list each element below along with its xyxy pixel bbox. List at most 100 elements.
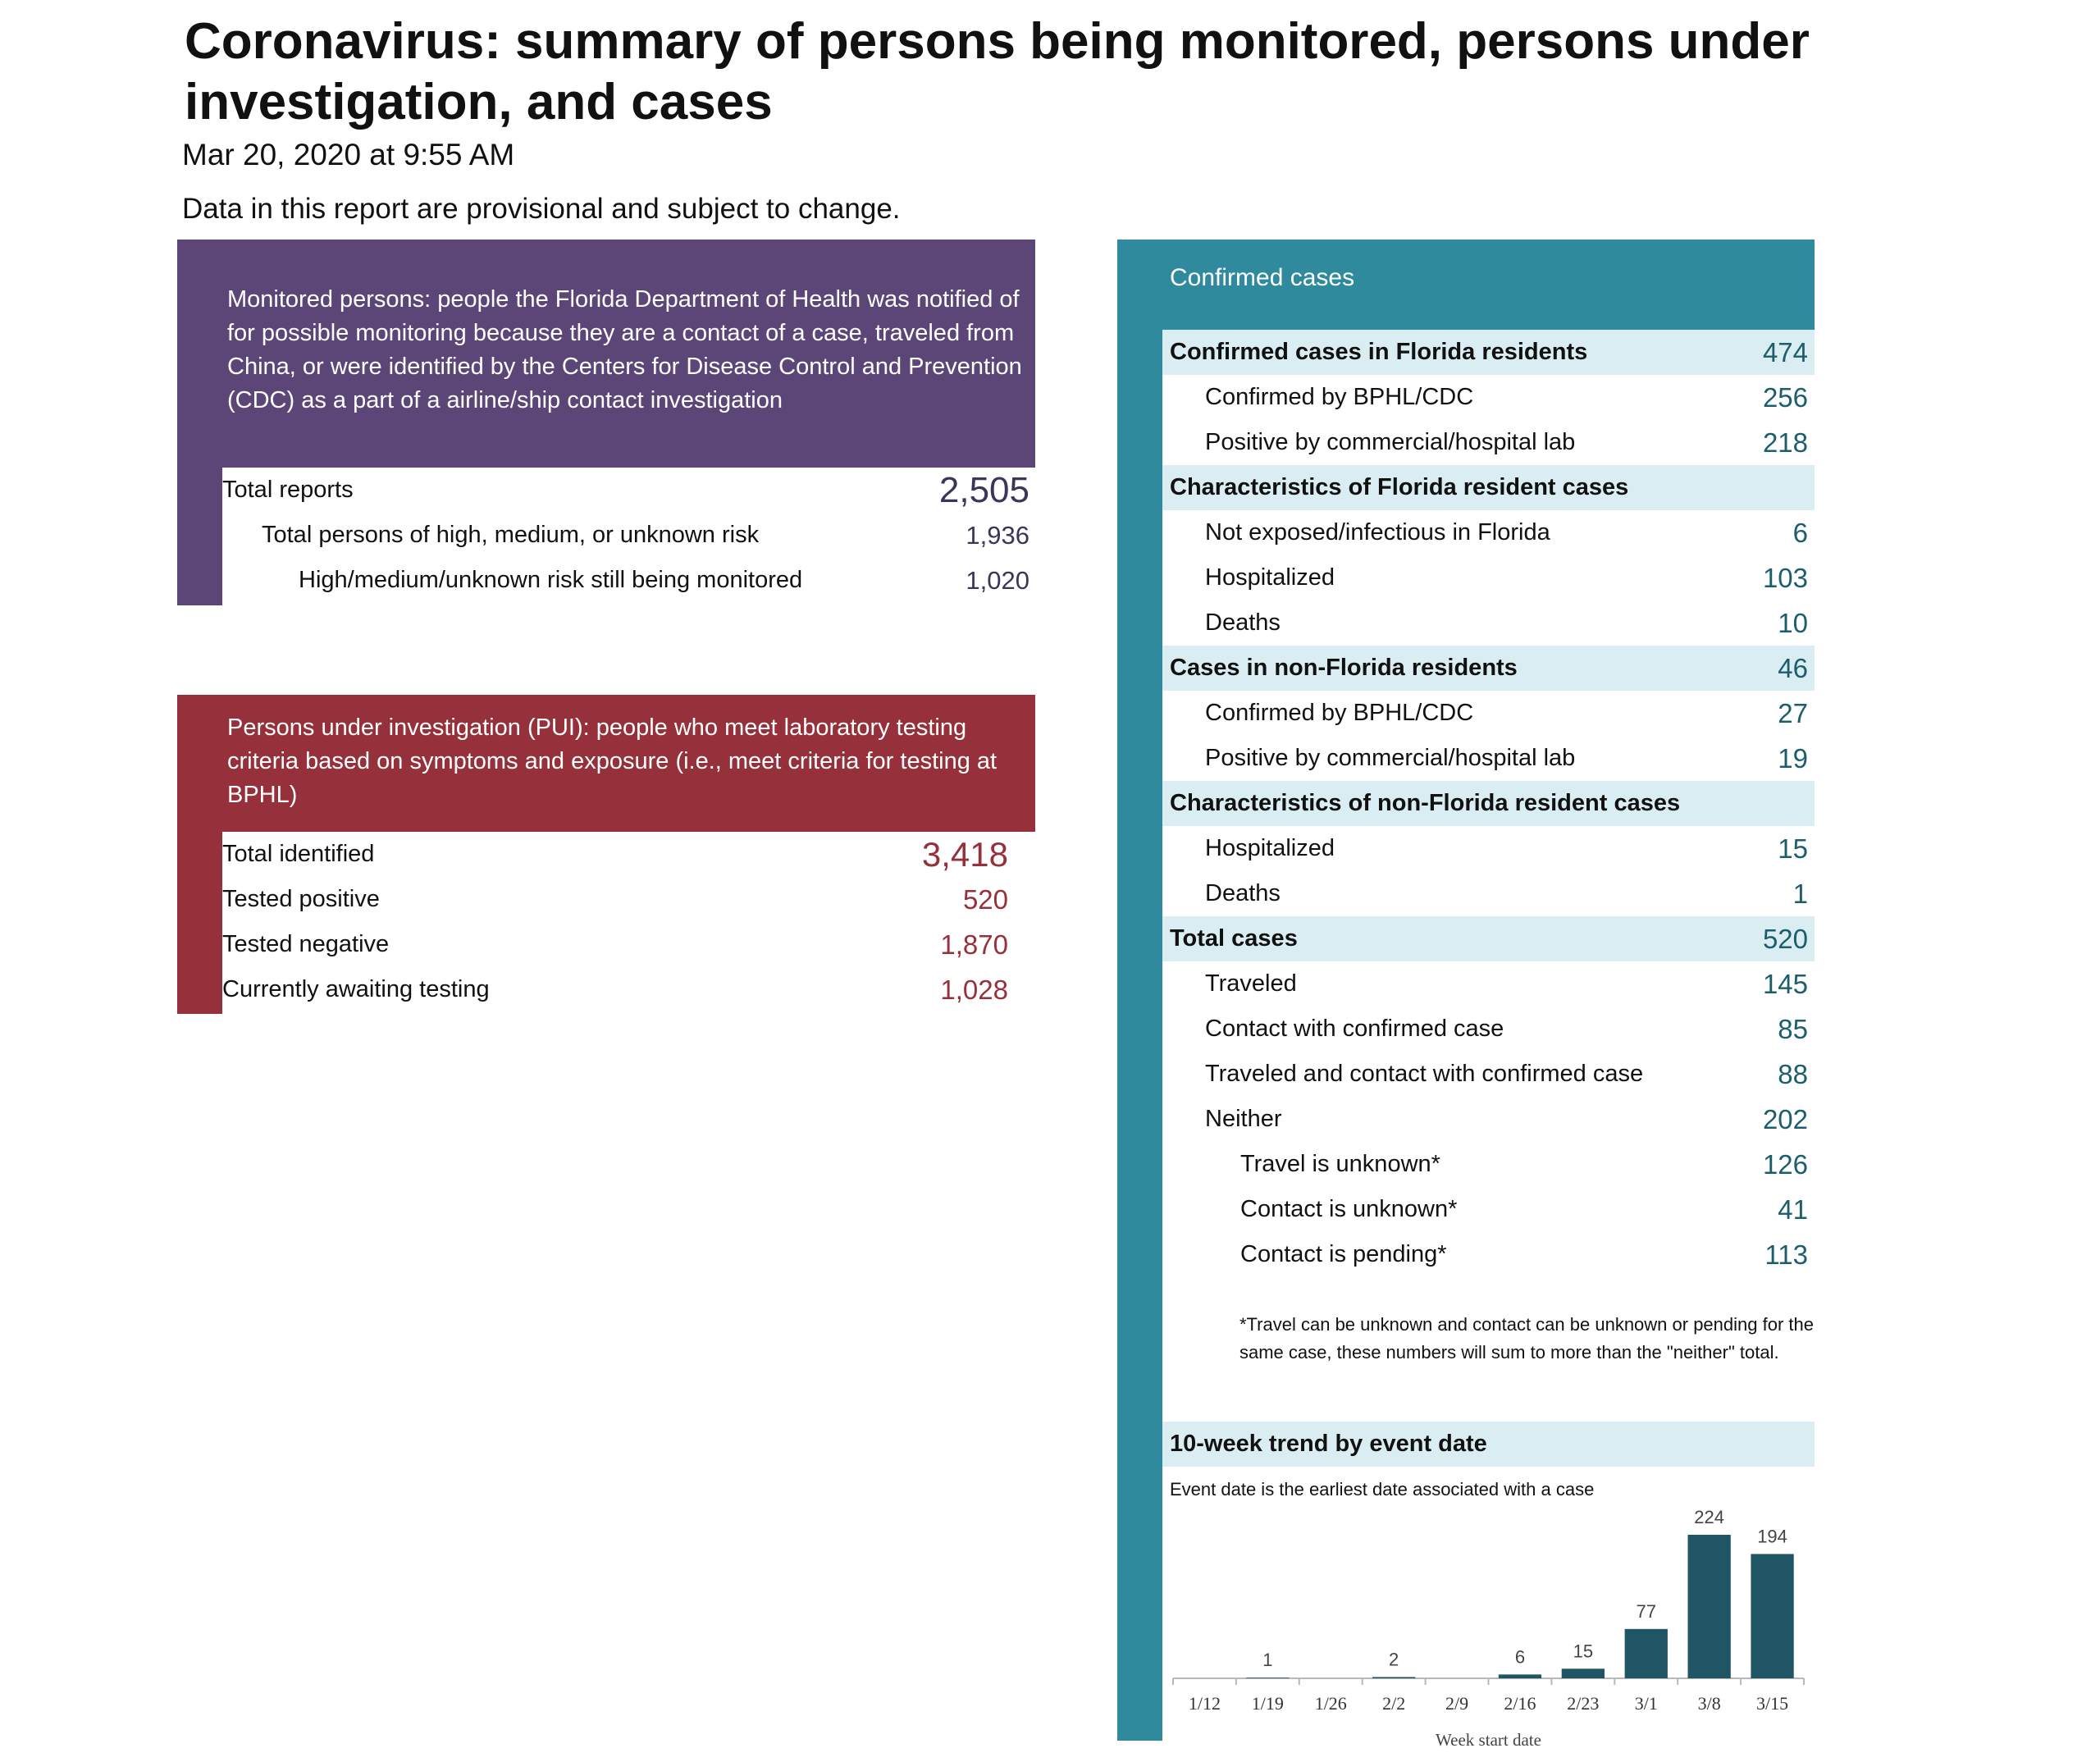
confirmed-row: Hospitalized 103 [1162, 555, 1815, 600]
monitored-risk-row: Total persons of high, medium, or unknow… [222, 513, 1034, 558]
confirmed-row-label: Confirmed cases in Florida residents [1170, 339, 1588, 365]
confirmed-row: Confirmed by BPHL/CDC 256 [1162, 375, 1815, 420]
pui-row: Tested positive 520 [222, 877, 1010, 922]
chart-data-label: 2 [1389, 1649, 1399, 1669]
confirmed-row-label: Hospitalized [1205, 564, 1335, 591]
confirmed-row-label: Not exposed/infectious in Florida [1205, 519, 1550, 545]
confirmed-row-label: Positive by commercial/hospital lab [1205, 745, 1576, 771]
confirmed-row-label: Contact is pending* [1240, 1241, 1447, 1267]
confirmed-row-label: Characteristics of Florida resident case… [1170, 474, 1629, 500]
chart-bar [1751, 1554, 1794, 1678]
confirmed-row: Confirmed by BPHL/CDC 27 [1162, 691, 1815, 736]
confirmed-row-label: Hospitalized [1205, 835, 1335, 861]
confirmed-row-label: Deaths [1205, 880, 1281, 906]
trend-bar-chart: 1/12 1 1/19 1/26 2 2/2 2/9 6 2/16 15 2/23 77 3/1 224 3… [1172, 1507, 1805, 1750]
report-disclaimer: Data in this report are provisional and … [182, 193, 901, 225]
pui-row: Tested negative 1,870 [222, 922, 1010, 967]
chart-bar [1372, 1677, 1416, 1678]
trend-title: 10-week trend by event date [1170, 1431, 1487, 1457]
chart-data-label: 77 [1637, 1601, 1656, 1622]
monitored-total-label: Total reports [222, 477, 354, 503]
confirmed-row-value: 202 [1762, 1103, 1808, 1134]
confirmed-footnote: *Travel can be unknown and contact can b… [1239, 1314, 1814, 1363]
confirmed-row-value: 218 [1762, 427, 1808, 458]
confirmed-row: Positive by commercial/hospital lab 19 [1162, 736, 1815, 781]
confirmed-section-header: Characteristics of non-Florida resident … [1162, 781, 1815, 826]
confirmed-row: Not exposed/infectious in Florida 6 [1162, 510, 1815, 555]
confirmed-row: Contact is pending* 113 [1162, 1232, 1815, 1277]
confirmed-row: Positive by commercial/hospital lab 218 [1162, 420, 1815, 465]
pui-panel-strip [177, 832, 222, 1014]
chart-tick-label: 3/8 [1698, 1693, 1721, 1714]
chart-x-axis-label: Week start date [1436, 1730, 1541, 1750]
confirmed-row: Contact with confirmed case 85 [1162, 1007, 1815, 1052]
pui-row-label: Tested positive [222, 886, 380, 912]
monitored-still-row: High/medium/unknown risk still being mon… [222, 558, 1034, 603]
confirmed-row-value: 88 [1778, 1058, 1808, 1089]
confirmed-row-value: 126 [1762, 1148, 1808, 1180]
confirmed-row-label: Cases in non-Florida residents [1170, 655, 1518, 681]
confirmed-row-label: Positive by commercial/hospital lab [1205, 429, 1576, 455]
confirmed-row: Hospitalized 15 [1162, 826, 1815, 871]
chart-tick-label: 2/2 [1382, 1693, 1405, 1714]
monitored-description: Monitored persons: people the Florida De… [227, 286, 1022, 413]
chart-tick-label: 1/12 [1189, 1693, 1221, 1714]
confirmed-row-value: 27 [1778, 697, 1808, 728]
report-title: Coronavirus: summary of persons being mo… [185, 13, 1810, 130]
confirmed-row-label: Contact with confirmed case [1205, 1016, 1504, 1042]
monitored-panel-strip [177, 468, 222, 605]
chart-data-label: 1 [1262, 1650, 1272, 1670]
pui-row-label: Tested negative [222, 931, 390, 957]
confirmed-row-label: Deaths [1205, 609, 1281, 636]
monitored-risk-label: Total persons of high, medium, or unknow… [262, 522, 760, 548]
confirmed-row-value: 474 [1762, 336, 1808, 367]
confirmed-row: Contact is unknown* 41 [1162, 1187, 1815, 1232]
chart-tick-label: 1/26 [1315, 1693, 1347, 1714]
confirmed-row-value: 256 [1762, 381, 1808, 413]
pui-row-label: Total identified [222, 841, 375, 867]
confirmed-row-value: 41 [1778, 1194, 1808, 1225]
confirmed-row-label: Travel is unknown* [1240, 1151, 1440, 1177]
pui-row-label: Currently awaiting testing [222, 976, 490, 1002]
chart-tick-label: 2/9 [1445, 1693, 1468, 1714]
confirmed-section-header: Confirmed cases in Florida residents 474 [1162, 330, 1815, 375]
confirmed-row-label: Total cases [1170, 925, 1298, 952]
monitored-still-value: 1,020 [966, 565, 1029, 595]
trend-note: Event date is the earliest date associat… [1170, 1479, 1595, 1500]
monitored-total-value: 2,505 [938, 469, 1029, 510]
confirmed-row: Neither 202 [1162, 1097, 1815, 1142]
confirmed-row-label: Traveled [1205, 970, 1297, 997]
pui-row: Currently awaiting testing 1,028 [222, 967, 1010, 1012]
confirmed-row-label: Traveled and contact with confirmed case [1205, 1061, 1644, 1087]
confirmed-row-value: 46 [1778, 652, 1808, 683]
pui-description: Persons under investigation (PUI): peopl… [227, 714, 998, 808]
chart-tick-label: 2/23 [1567, 1693, 1599, 1714]
chart-tick-label: 3/15 [1756, 1693, 1788, 1714]
chart-data-label: 6 [1515, 1646, 1525, 1667]
chart-bar [1498, 1674, 1542, 1678]
pui-row-value: 1,028 [940, 974, 1008, 1005]
confirmed-row-value: 15 [1778, 833, 1808, 864]
confirmed-section-header: Total cases 520 [1162, 916, 1815, 961]
confirmed-row-value: 103 [1762, 562, 1808, 593]
confirmed-row: Deaths 10 [1162, 600, 1815, 646]
monitored-panel [177, 240, 1035, 468]
chart-bar [1561, 1668, 1605, 1678]
confirmed-section-header: Cases in non-Florida residents 46 [1162, 646, 1815, 691]
chart-tick-label: 1/19 [1252, 1693, 1284, 1714]
confirmed-row-value: 19 [1778, 742, 1808, 774]
chart-tick-label: 2/16 [1504, 1693, 1536, 1714]
chart-data-label: 224 [1694, 1507, 1724, 1527]
chart-bar [1687, 1535, 1731, 1678]
chart-tick-label: 3/1 [1635, 1693, 1658, 1714]
chart-bar [1624, 1628, 1668, 1678]
trend-section-header: 10-week trend by event date [1162, 1422, 1815, 1467]
pui-row-value: 1,870 [940, 929, 1008, 960]
confirmed-row-value: 145 [1762, 968, 1808, 999]
confirmed-row-label: Neither [1205, 1106, 1282, 1132]
confirmed-row-value: 113 [1764, 1239, 1808, 1270]
confirmed-row: Travel is unknown* 126 [1162, 1142, 1815, 1187]
confirmed-row-value: 1 [1792, 878, 1808, 909]
confirmed-panel-header [1117, 240, 1815, 330]
report-timestamp: Mar 20, 2020 at 9:55 AM [182, 138, 515, 171]
